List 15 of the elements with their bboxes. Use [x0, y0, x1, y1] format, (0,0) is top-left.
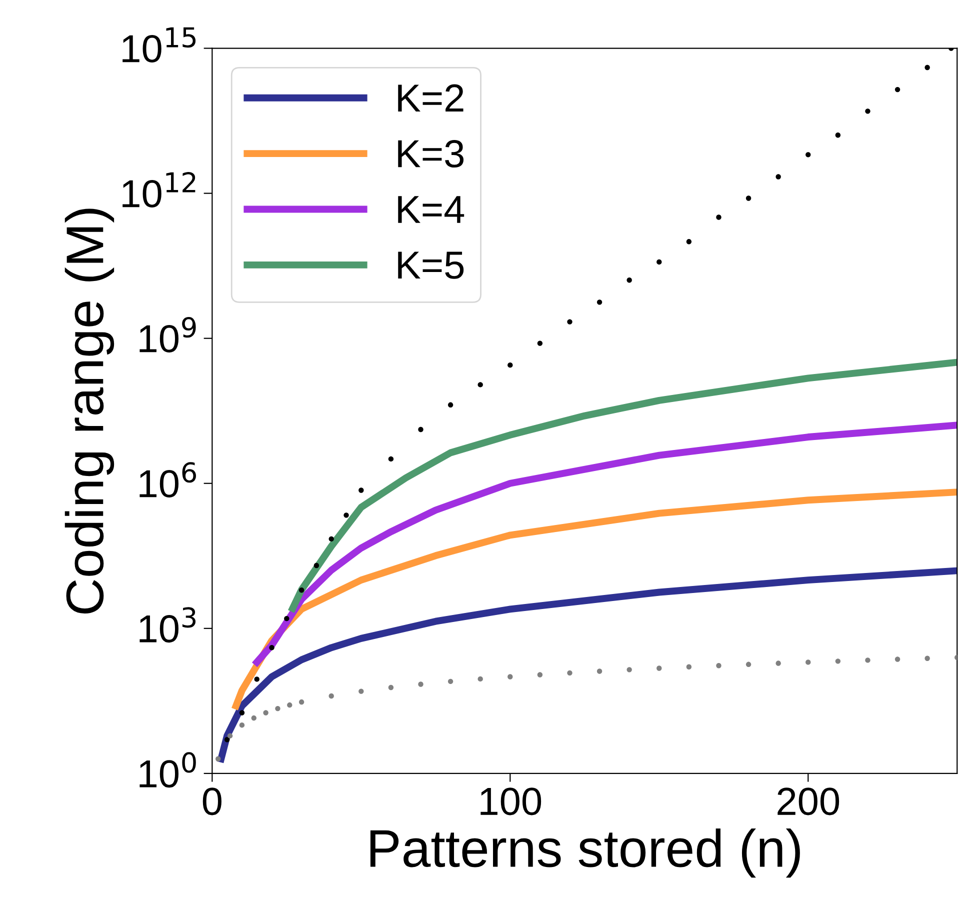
legend-label: K=5 [398, 252, 464, 279]
y-tick-label: 10$^{12}$ [122, 172, 196, 208]
x-tick-label: 100 [480, 788, 542, 816]
x-axis-title: Patterns stored (n) [370, 828, 800, 878]
legend-label: K=3 [398, 140, 464, 168]
y-tick-label: 10$^{6}$ [140, 462, 196, 498]
legend-label: K=2 [398, 84, 464, 112]
y-axis-title: Coding range (M) [64, 208, 114, 614]
y-tick-label: 10$^{9}$ [140, 317, 196, 353]
x-tick-label: 200 [778, 788, 840, 816]
y-tick-label: 10$^{3}$ [140, 607, 196, 643]
x-tick-label: 0 [202, 788, 222, 816]
legend-label: K=4 [398, 196, 464, 223]
y-tick-label: 10$^{0}$ [140, 752, 196, 788]
y-tick-label: 10$^{15}$ [122, 27, 196, 62]
